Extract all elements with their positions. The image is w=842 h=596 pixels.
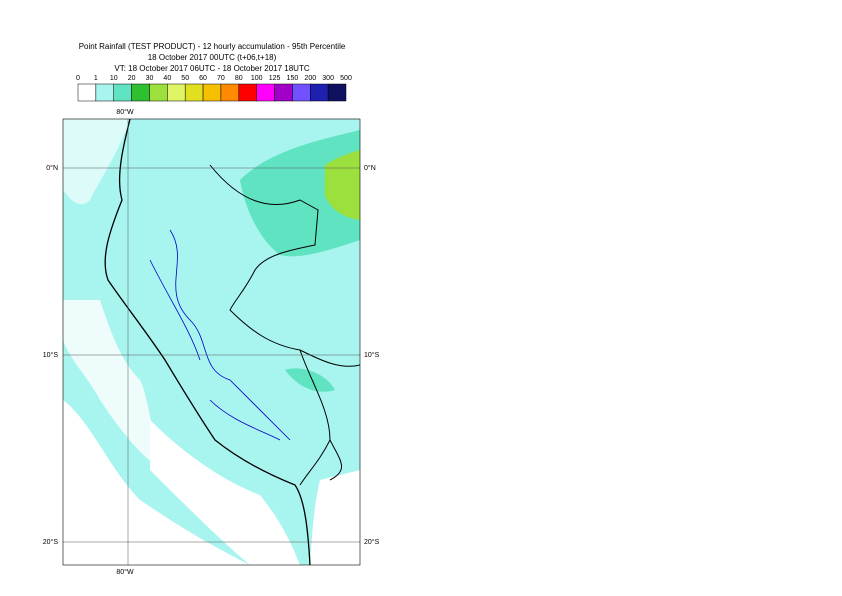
legend-swatch bbox=[310, 83, 329, 102]
lat-label: 20°S bbox=[43, 538, 59, 546]
dry-area bbox=[150, 420, 300, 565]
lon-label: 80°W bbox=[116, 108, 134, 116]
legend-label: 100 bbox=[251, 75, 263, 82]
legend-label: 1 bbox=[94, 75, 98, 82]
legend-swatch bbox=[95, 83, 114, 102]
lat-label: 10°S bbox=[43, 351, 59, 359]
legend-label: 500 bbox=[340, 75, 352, 82]
legend-swatch bbox=[113, 83, 132, 102]
title: Point Rainfall (TEST PRODUCT) - 12 hourl… bbox=[79, 42, 346, 51]
legend-label: 60 bbox=[199, 75, 207, 82]
legend-label: 125 bbox=[269, 75, 281, 82]
legend-swatch bbox=[220, 83, 240, 102]
dry-area bbox=[63, 400, 250, 565]
lat-label: 10°S bbox=[364, 351, 380, 359]
legend-label: 0 bbox=[76, 75, 80, 82]
border bbox=[299, 349, 342, 486]
legend-label: 200 bbox=[304, 75, 316, 82]
legend: 0 1 10 20 30 40 50 60 70 80 100 125 150 200 300 500 bbox=[76, 75, 352, 102]
lat-label: 20°S bbox=[364, 538, 380, 546]
coastline bbox=[104, 119, 311, 565]
dry-area bbox=[310, 470, 360, 565]
legend-swatch bbox=[292, 83, 311, 102]
admin-border bbox=[149, 229, 291, 441]
legend-label: 40 bbox=[163, 75, 171, 82]
legend-label: 50 bbox=[181, 75, 189, 82]
rain-area bbox=[285, 368, 335, 392]
subtitle: VT: 18 October 2017 06UTC - 18 October 2… bbox=[114, 64, 309, 73]
legend-label: 150 bbox=[287, 75, 299, 82]
legend-label: 300 bbox=[322, 75, 334, 82]
dry-area bbox=[63, 300, 170, 470]
lon-label: 80°W bbox=[116, 568, 134, 576]
legend-label: 70 bbox=[217, 75, 225, 82]
legend-swatch bbox=[149, 83, 168, 102]
legend-label: 80 bbox=[235, 75, 243, 82]
lat-label: 0°N bbox=[46, 164, 58, 172]
legend-swatch bbox=[327, 83, 347, 102]
legend-swatch bbox=[256, 83, 275, 102]
legend-label: 20 bbox=[128, 75, 136, 82]
legend-label: 30 bbox=[146, 75, 154, 82]
rain-area bbox=[240, 130, 360, 257]
legend-swatch bbox=[184, 83, 204, 102]
legend-label: 10 bbox=[110, 75, 118, 82]
rain-area bbox=[325, 150, 360, 220]
border bbox=[209, 164, 360, 367]
legend-swatch bbox=[131, 83, 150, 102]
legend-swatch bbox=[202, 83, 222, 102]
dry-area bbox=[63, 119, 130, 205]
map-frame bbox=[62, 118, 361, 566]
subtitle: 18 October 2017 00UTC (t+06,t+18) bbox=[148, 53, 277, 62]
legend-swatch bbox=[167, 83, 186, 102]
legend-swatch bbox=[238, 83, 257, 102]
legend-swatch bbox=[274, 83, 293, 102]
map bbox=[63, 119, 360, 565]
legend-swatch bbox=[77, 83, 97, 102]
lat-label: 0°N bbox=[364, 164, 376, 172]
